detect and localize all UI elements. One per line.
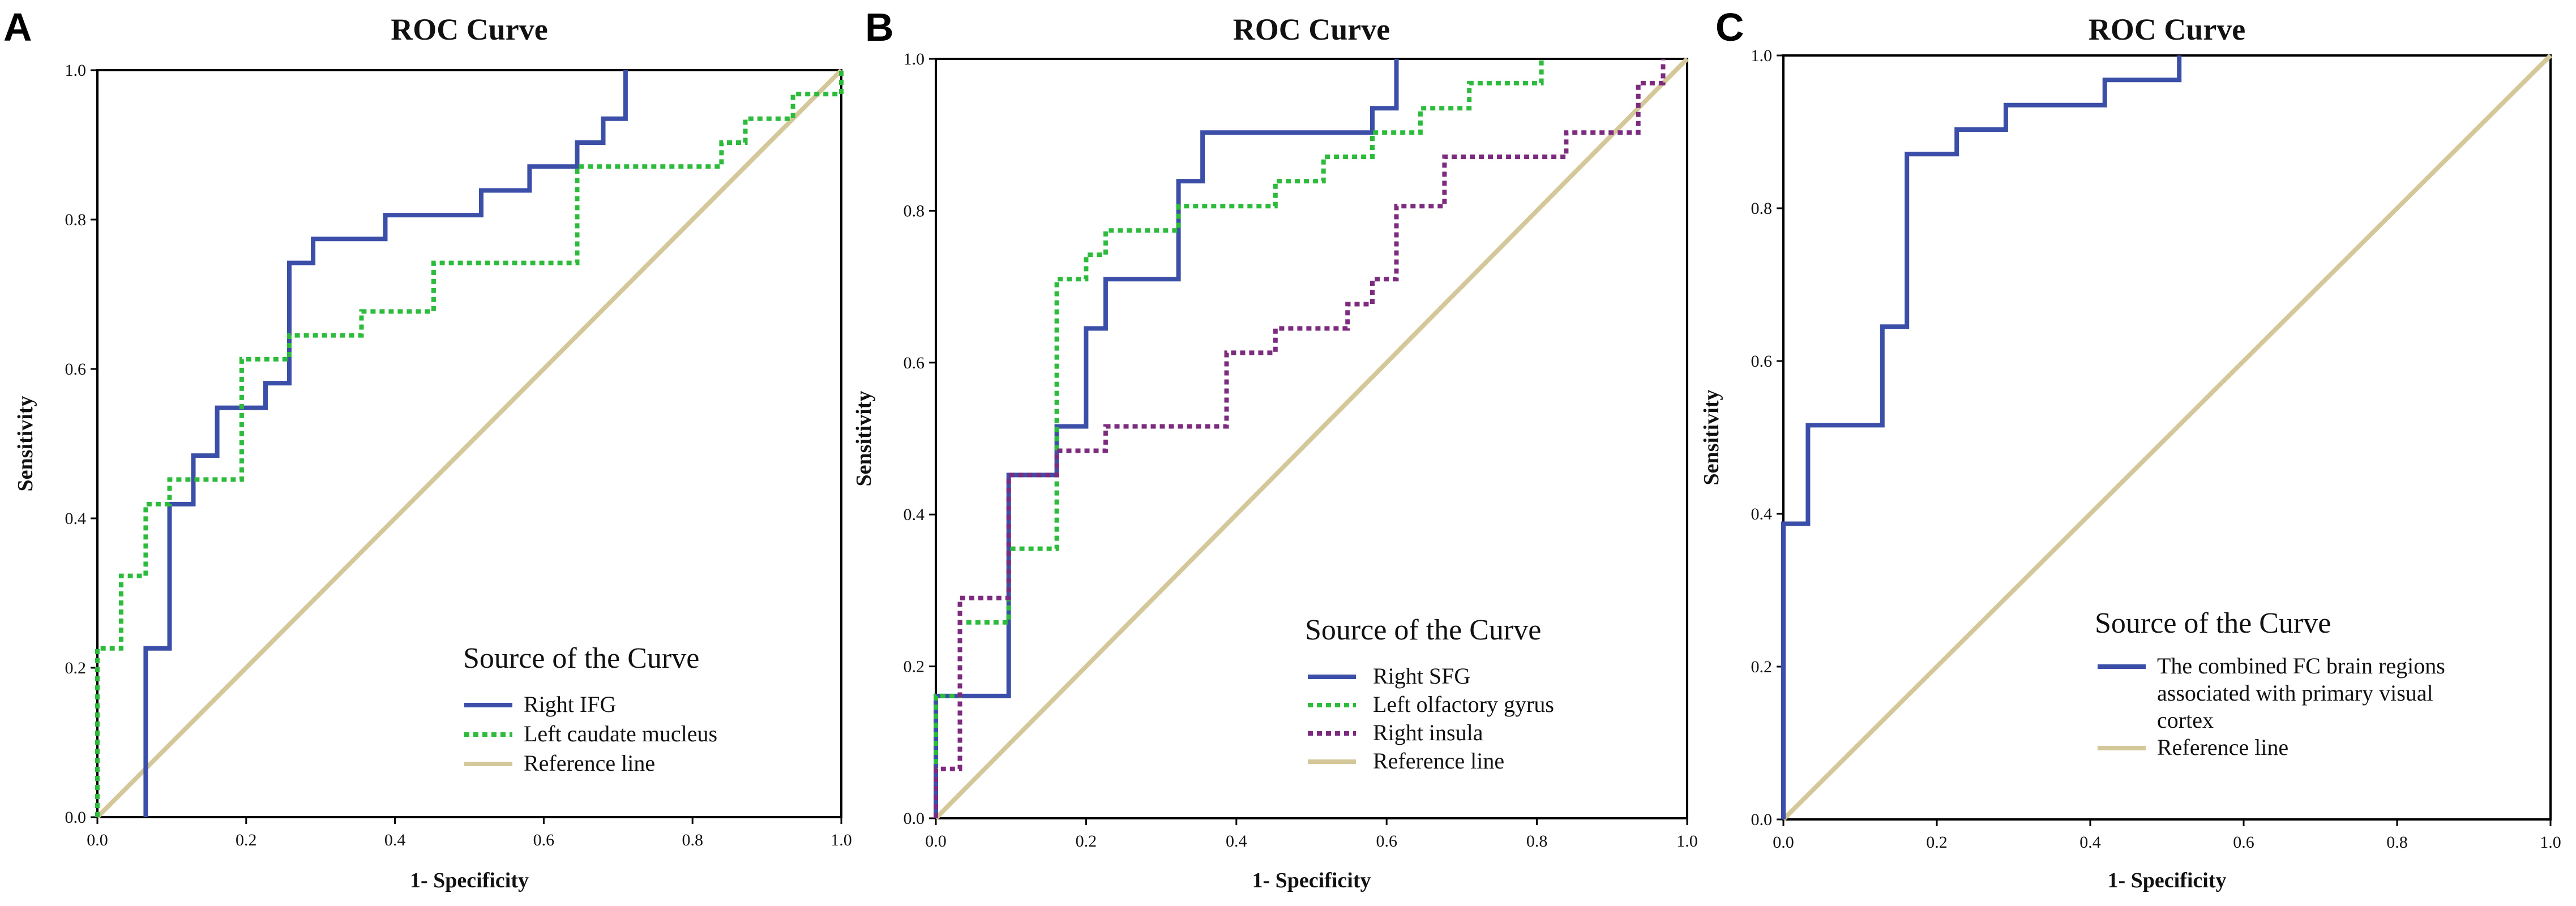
panel-letter: C: [1715, 5, 1744, 49]
legend-label: Right IFG: [524, 692, 616, 717]
x-tick-label: 0.6: [1376, 832, 1397, 851]
y-tick-label: 0.0: [65, 808, 87, 827]
x-axis-label: 1- Specificity: [410, 869, 529, 892]
x-tick-label: 0.2: [1076, 832, 1097, 851]
y-tick-label: 0.0: [1751, 810, 1773, 829]
x-tick-label: 0.2: [1926, 833, 1948, 852]
y-tick-label: 1.0: [904, 50, 925, 68]
x-tick-label: 0.0: [87, 831, 108, 849]
legend-label: The combined FC brain regions: [2157, 653, 2445, 679]
legend-label: Left caudate mucleus: [524, 721, 717, 746]
chart-title: ROC Curve: [2089, 12, 2245, 46]
roc-panel-a: A ROC Curve 0.0 0.2 0.4 0.6 0.8 1.0 0.0 0.2 0.4 0.6…: [3, 5, 852, 892]
plot-frame: [96, 69, 842, 818]
series-line-left-caudate-mucleus: [95, 70, 844, 817]
legend-title: Source of the Curve: [1305, 614, 1541, 646]
x-tick-label: 0.4: [1226, 832, 1247, 851]
x-axis-label: 1- Specificity: [1252, 869, 1371, 892]
legend-label: Right insula: [1373, 720, 1483, 745]
legend: Source of the Curve Right IFG Left caudate…: [463, 642, 717, 776]
series-line-right-sfg: [934, 59, 1399, 818]
panel-letter: B: [865, 5, 894, 49]
y-tick-label: 0.2: [1751, 658, 1773, 676]
x-tick-label: 0.0: [1773, 833, 1794, 852]
x-tick-label: 0.4: [384, 831, 406, 849]
plot-frame: [935, 58, 1688, 819]
legend-label: cortex: [2157, 707, 2214, 733]
y-axis-label: Sensitivity: [14, 396, 37, 492]
legend: Source of the Curve The combined FC brain…: [2095, 607, 2445, 760]
x-tick-label: 0.0: [925, 832, 947, 851]
series-line-the-combined-fc-brain-regions-associated-with-primary-visual-cortex: [1781, 55, 2182, 819]
y-tick-label: 0.2: [904, 658, 925, 676]
y-axis-label: Sensitivity: [1700, 390, 1723, 486]
roc-panel-b: B ROC Curve 0.0 0.2 0.4 0.6 0.8 1.0 0.0 0.2 0.4 0.6…: [852, 5, 1698, 892]
panel-letter: A: [3, 5, 32, 49]
series-line-reference-line: [96, 68, 843, 819]
y-tick-label: 0.2: [65, 659, 87, 677]
y-tick-label: 0.8: [904, 201, 925, 220]
x-tick-label: 0.2: [236, 831, 257, 849]
y-tick-label: 1.0: [1751, 46, 1773, 65]
x-axis-label: 1- Specificity: [2107, 869, 2226, 892]
y-tick-label: 1.0: [65, 61, 87, 80]
series-line-right-ifg: [143, 70, 628, 817]
chart-title: ROC Curve: [1233, 12, 1390, 46]
series-line-reference-line: [934, 57, 1689, 820]
legend-label: Reference line: [1373, 748, 1504, 774]
y-tick-label: 0.6: [65, 360, 87, 379]
x-tick-label: 0.8: [682, 831, 703, 849]
series-line-reference-line: [1782, 54, 2552, 821]
y-tick-label: 0.4: [65, 509, 87, 528]
legend-label: Reference line: [2157, 735, 2288, 760]
x-tick-label: 0.6: [2233, 833, 2254, 852]
y-tick-label: 0.6: [1751, 352, 1773, 371]
x-tick-label: 0.8: [2386, 833, 2408, 852]
legend-label: Right SFG: [1373, 663, 1470, 689]
x-tick-label: 1.0: [1676, 832, 1698, 851]
chart-title: ROC Curve: [391, 12, 547, 46]
legend: Source of the Curve Right SFG Left olfacto…: [1305, 614, 1554, 774]
y-tick-label: 0.0: [904, 809, 925, 828]
y-axis-label: Sensitivity: [852, 391, 876, 487]
x-tick-label: 0.4: [2079, 833, 2101, 852]
y-tick-label: 0.4: [1751, 505, 1773, 523]
legend-label: Left olfactory gyrus: [1373, 692, 1554, 717]
x-tick-label: 1.0: [831, 831, 852, 849]
series-line-right-insula: [934, 59, 1666, 818]
x-tick-label: 1.0: [2540, 833, 2561, 852]
legend-label: associated with primary visual: [2157, 680, 2433, 706]
y-tick-label: 0.4: [904, 505, 925, 524]
y-tick-label: 0.8: [1751, 199, 1773, 218]
legend-label: Reference line: [524, 750, 655, 776]
legend-title: Source of the Curve: [463, 642, 699, 675]
plot-frame: [1782, 54, 2552, 821]
y-tick-label: 0.6: [904, 354, 925, 372]
legend-title: Source of the Curve: [2095, 607, 2331, 639]
y-tick-label: 0.8: [65, 211, 87, 229]
x-tick-label: 0.6: [533, 831, 555, 849]
roc-panel-c: C ROC Curve 0.0 0.2 0.4 0.6 0.8 1.0 0.0 0.2 0.4 0.6…: [1700, 5, 2561, 892]
x-tick-label: 0.8: [1526, 832, 1548, 851]
